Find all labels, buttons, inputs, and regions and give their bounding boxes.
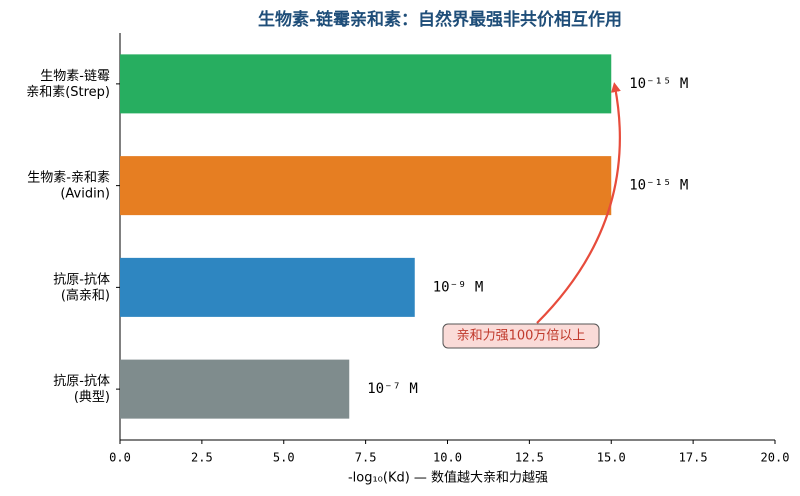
x-tick-label: 12.5 <box>515 451 544 465</box>
bar <box>120 359 350 419</box>
x-tick-label: 0.0 <box>109 451 131 465</box>
value-label: 10⁻¹⁵ M <box>629 178 688 194</box>
value-label: 10⁻¹⁵ M <box>629 76 688 92</box>
x-tick-label: 5.0 <box>273 451 295 465</box>
value-label: 10⁻⁷ M <box>367 381 418 397</box>
x-tick-label: 7.5 <box>355 451 377 465</box>
y-tick-label: 抗原-抗体(高亲和) <box>53 272 110 303</box>
y-tick-label: 抗原-抗体(典型) <box>53 374 110 405</box>
annotation-box <box>442 323 600 349</box>
bar <box>120 54 612 114</box>
bar <box>120 156 612 216</box>
x-tick-label: 20.0 <box>761 451 790 465</box>
x-tick-label: 2.5 <box>191 451 213 465</box>
annotation-arrow <box>536 82 621 324</box>
annotation: 亲和力强100万倍以上 <box>457 329 586 344</box>
x-axis-label: -log₁₀(Kd) — 数值越大亲和力越强 <box>348 470 548 486</box>
value-label: 10⁻⁹ M <box>433 279 484 295</box>
x-tick-label: 17.5 <box>679 451 708 465</box>
x-tick-label: 10.0 <box>433 451 462 465</box>
x-tick-label: 15.0 <box>597 451 626 465</box>
bar <box>120 257 415 317</box>
y-tick-label: 生物素-亲和素(Avidin) <box>27 170 110 201</box>
chart-title: 生物素-链霉亲和素：自然界最强非共价相互作用 <box>258 9 622 30</box>
y-tick-label: 生物素-链霉亲和素(Strep) <box>26 68 110 99</box>
